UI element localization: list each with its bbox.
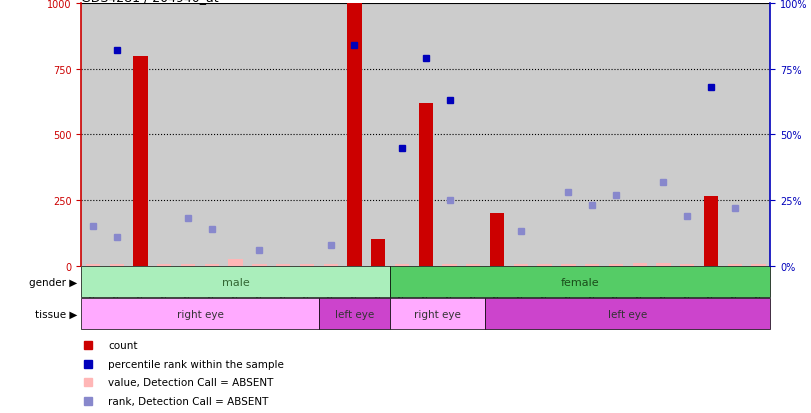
Bar (561, 265, 576, 266)
Bar (418, 104, 433, 266)
Text: left eye: left eye (608, 309, 647, 319)
Bar (466, 265, 480, 266)
Bar (680, 265, 694, 266)
Text: female: female (561, 277, 599, 287)
Bar (109, 265, 124, 266)
Text: left eye: left eye (335, 309, 374, 319)
Bar (300, 265, 314, 266)
Bar (81, 299, 319, 330)
Bar (633, 263, 647, 266)
Bar (81, 267, 390, 298)
Bar (418, 265, 433, 266)
Bar (490, 265, 504, 266)
Bar (443, 265, 457, 266)
Text: rank, Detection Call = ABSENT: rank, Detection Call = ABSENT (109, 396, 268, 406)
Text: gender ▶: gender ▶ (29, 277, 77, 287)
Bar (485, 299, 770, 330)
Bar (395, 265, 409, 266)
Bar (157, 265, 171, 266)
Text: value, Detection Call = ABSENT: value, Detection Call = ABSENT (109, 377, 274, 387)
Text: male: male (221, 277, 250, 287)
Text: percentile rank within the sample: percentile rank within the sample (109, 359, 285, 369)
Bar (86, 265, 100, 266)
Bar (752, 265, 766, 266)
Bar (252, 265, 267, 266)
Bar (181, 265, 195, 266)
Bar (513, 265, 528, 266)
Bar (204, 265, 219, 266)
Text: right eye: right eye (177, 309, 223, 319)
Bar (133, 57, 148, 266)
Text: right eye: right eye (414, 309, 461, 319)
Text: count: count (109, 340, 138, 350)
Bar (371, 265, 385, 266)
Bar (390, 299, 485, 330)
Bar (727, 265, 742, 266)
Bar (347, 4, 362, 266)
Text: tissue ▶: tissue ▶ (35, 309, 77, 319)
Bar (585, 265, 599, 266)
Bar (490, 214, 504, 266)
Bar (538, 265, 551, 266)
Bar (656, 263, 671, 266)
Bar (347, 265, 362, 266)
Bar (609, 265, 623, 266)
Bar (704, 197, 719, 266)
Bar (229, 259, 242, 266)
Bar (390, 267, 770, 298)
Bar (371, 240, 385, 266)
Bar (324, 265, 338, 266)
Bar (704, 265, 719, 266)
Bar (133, 265, 148, 266)
Bar (276, 265, 290, 266)
Text: GDS4281 / 204940_at: GDS4281 / 204940_at (81, 0, 219, 4)
Bar (319, 299, 390, 330)
